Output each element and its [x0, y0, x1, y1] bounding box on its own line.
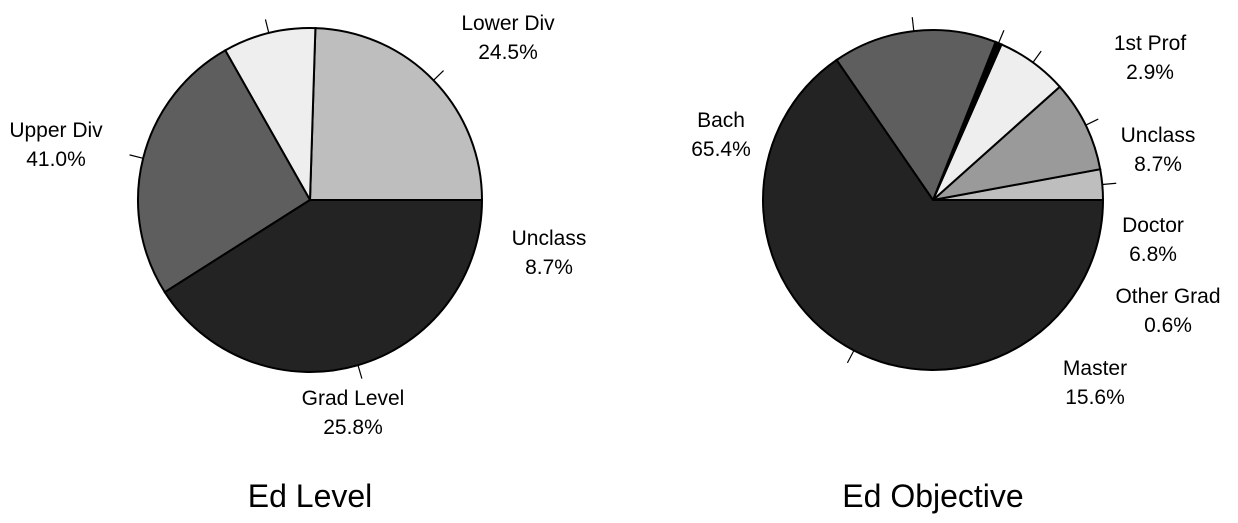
slice-percent-bach: 65.4% — [691, 138, 751, 161]
pie-slice-upper-div — [163, 199, 484, 373]
leader-line-1st-prof — [1102, 182, 1117, 186]
pie-chart-ed-level: Lower Div 24.5% Unclass 8.7% Grad Level 25.8%… — [9, 12, 586, 439]
pie-slice-unclass — [223, 27, 317, 204]
leader-line-grad-level — [129, 154, 144, 159]
slice-label-doctor: Doctor — [1122, 214, 1184, 237]
slice-percent-master: 15.6% — [1065, 386, 1125, 409]
leader-line-unclass — [264, 19, 270, 34]
slice-percent-unclass: 8.7% — [525, 256, 573, 279]
leader-line-master — [911, 17, 915, 32]
leader-line-doctor — [1032, 50, 1042, 63]
leader-line-unclass — [1085, 118, 1099, 126]
chart-title-ed-objective: Ed Objective — [842, 478, 1023, 514]
slice-percent-grad-level: 25.8% — [323, 416, 383, 439]
pie-slice-lower-div — [308, 27, 484, 201]
pie-slice-unclass — [929, 85, 1102, 202]
slice-label-upper-div: Upper Div — [9, 119, 103, 142]
leader-line-lower-div — [433, 70, 444, 81]
pie-chart-ed-objective: 1st Prof 2.9% Unclass 8.7% Doctor 6.8% Other G… — [691, 17, 1221, 409]
slice-label-unclass: Unclass — [512, 227, 587, 250]
leader-line-upper-div — [357, 365, 363, 379]
slice-label-other-grad: Other Grad — [1115, 285, 1220, 308]
slice-percent-unclass: 8.7% — [1134, 153, 1182, 176]
slice-label-1st-prof: 1st Prof — [1114, 32, 1187, 55]
slice-label-master: Master — [1063, 357, 1127, 380]
slice-label-bach: Bach — [697, 109, 745, 132]
slice-percent-other-grad: 0.6% — [1144, 314, 1192, 337]
slice-label-unclass: Unclass — [1121, 124, 1196, 147]
pie-slice-bach — [762, 58, 1105, 371]
slice-label-grad-level: Grad Level — [302, 387, 405, 410]
slice-label-lower-div: Lower Div — [461, 12, 555, 35]
slice-percent-1st-prof: 2.9% — [1126, 61, 1174, 84]
leader-line-bach — [846, 350, 855, 364]
slice-percent-doctor: 6.8% — [1129, 243, 1177, 266]
slice-percent-lower-div: 24.5% — [478, 41, 538, 64]
leader-line-other-grad — [997, 29, 1005, 44]
chart-title-ed-level: Ed Level — [248, 478, 373, 514]
pie-slice-grad-level — [137, 48, 312, 294]
slice-percent-upper-div: 41.0% — [26, 148, 86, 171]
